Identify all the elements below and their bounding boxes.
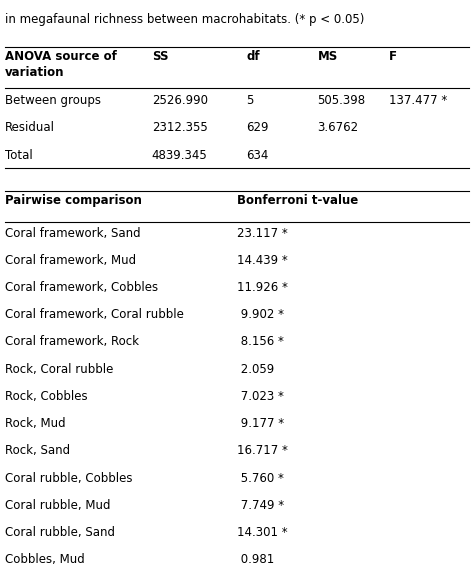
- Text: 14.439 *: 14.439 *: [237, 254, 288, 267]
- Text: 8.156 *: 8.156 *: [237, 335, 284, 349]
- Text: Coral rubble, Mud: Coral rubble, Mud: [5, 499, 110, 512]
- Text: Pairwise comparison: Pairwise comparison: [5, 193, 142, 207]
- Text: 23.117 *: 23.117 *: [237, 226, 288, 240]
- Text: Between groups: Between groups: [5, 94, 101, 107]
- Text: 634: 634: [246, 149, 269, 162]
- Text: 9.177 *: 9.177 *: [237, 417, 284, 430]
- Text: F: F: [389, 50, 397, 63]
- Text: 5: 5: [246, 94, 254, 107]
- Text: Coral framework, Cobbles: Coral framework, Cobbles: [5, 281, 158, 294]
- Text: Coral rubble, Cobbles: Coral rubble, Cobbles: [5, 471, 132, 485]
- Text: Coral framework, Sand: Coral framework, Sand: [5, 226, 140, 240]
- Text: Rock, Coral rubble: Rock, Coral rubble: [5, 362, 113, 376]
- Text: 2526.990: 2526.990: [152, 94, 208, 107]
- Text: 4839.345: 4839.345: [152, 149, 208, 162]
- Text: 7.749 *: 7.749 *: [237, 499, 284, 512]
- Text: Bonferroni t-value: Bonferroni t-value: [237, 193, 358, 207]
- Text: df: df: [246, 50, 260, 63]
- Text: Residual: Residual: [5, 122, 55, 134]
- Text: ANOVA source of: ANOVA source of: [5, 50, 117, 63]
- Text: Rock, Mud: Rock, Mud: [5, 417, 65, 430]
- Text: Total: Total: [5, 149, 33, 162]
- Text: 0.981: 0.981: [237, 553, 274, 566]
- Text: 14.301 *: 14.301 *: [237, 526, 288, 539]
- Text: in megafaunal richness between macrohabitats. (* p < 0.05): in megafaunal richness between macrohabi…: [5, 13, 364, 25]
- Text: 3.6762: 3.6762: [318, 122, 359, 134]
- Text: Rock, Cobbles: Rock, Cobbles: [5, 390, 87, 403]
- Text: 16.717 *: 16.717 *: [237, 444, 288, 457]
- Text: 2312.355: 2312.355: [152, 122, 208, 134]
- Text: Cobbles, Mud: Cobbles, Mud: [5, 553, 84, 566]
- Text: Rock, Sand: Rock, Sand: [5, 444, 70, 457]
- Text: 11.926 *: 11.926 *: [237, 281, 288, 294]
- Text: Coral rubble, Sand: Coral rubble, Sand: [5, 526, 115, 539]
- Text: SS: SS: [152, 50, 168, 63]
- Text: 7.023 *: 7.023 *: [237, 390, 284, 403]
- Text: 9.902 *: 9.902 *: [237, 308, 284, 321]
- Text: 2.059: 2.059: [237, 362, 274, 376]
- Text: MS: MS: [318, 50, 338, 63]
- Text: Coral framework, Coral rubble: Coral framework, Coral rubble: [5, 308, 183, 321]
- Text: 629: 629: [246, 122, 269, 134]
- Text: variation: variation: [5, 66, 64, 79]
- Text: Coral framework, Rock: Coral framework, Rock: [5, 335, 139, 349]
- Text: Coral framework, Mud: Coral framework, Mud: [5, 254, 136, 267]
- Text: 505.398: 505.398: [318, 94, 366, 107]
- Text: 137.477 *: 137.477 *: [389, 94, 447, 107]
- Text: 5.760 *: 5.760 *: [237, 471, 284, 485]
